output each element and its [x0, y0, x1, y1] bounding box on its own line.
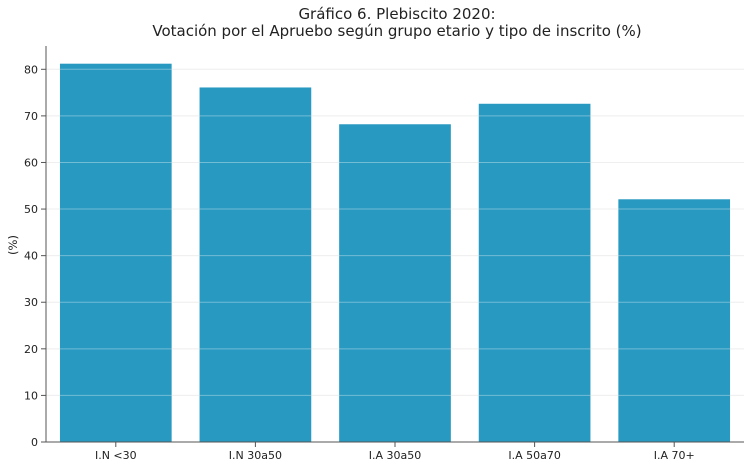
y-tick-label: 60: [24, 156, 38, 169]
bar: [59, 63, 172, 443]
y-ticks: 0 10 20 30 40 50 60 70 80: [24, 63, 46, 449]
x-tick-label: I.A 50a70: [508, 449, 561, 462]
y-tick-label: 40: [24, 250, 38, 263]
bar: [339, 124, 451, 442]
x-tick-label: I.N <30: [95, 449, 137, 462]
y-tick-label: 0: [31, 436, 38, 449]
y-tick-label: 20: [24, 343, 38, 356]
x-ticks: I.N <30 I.N 30a50 I.A 30a50 I.A 50a70 I.A 70…: [95, 442, 695, 462]
y-axis-label: (%): [6, 235, 20, 255]
x-tick-label: I.A 70+: [654, 449, 695, 462]
bar: [618, 199, 731, 442]
chart-title: Gráfico 6. Plebiscito 2020:: [298, 5, 495, 23]
y-tick-label: 80: [24, 63, 38, 76]
bar: [199, 87, 312, 442]
x-tick-label: I.A 30a50: [369, 449, 422, 462]
y-tick-label: 50: [24, 203, 38, 216]
y-tick-label: 30: [24, 296, 38, 309]
bars: [46, 63, 744, 443]
y-tick-label: 10: [24, 389, 38, 402]
x-tick-label: I.N 30a50: [229, 449, 282, 462]
y-tick-label: 70: [24, 110, 38, 123]
chart-subtitle: Votación por el Apruebo según grupo etar…: [152, 22, 641, 40]
bar: [478, 103, 591, 442]
